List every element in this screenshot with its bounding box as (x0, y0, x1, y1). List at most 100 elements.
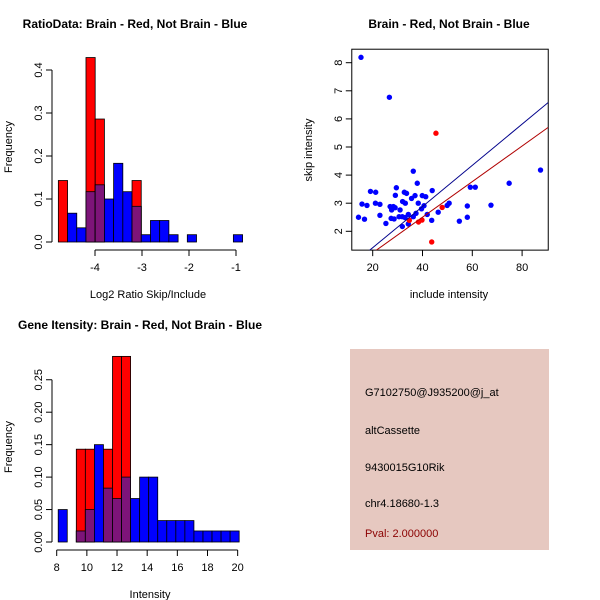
point-not-brain (367, 188, 374, 195)
bar-overlap (121, 476, 131, 543)
y-tick-label: 6 (333, 116, 345, 122)
intensity-histogram: 0.00 0.05 0.10 0.15 0.20 0.25 8 10 12 14 16 18 20 (33, 355, 244, 574)
bar-not-brain (159, 220, 170, 243)
plot-box (351, 48, 549, 251)
fit-lines (368, 102, 549, 251)
point-not-brain (388, 207, 395, 213)
point-not-brain (372, 200, 379, 206)
point-not-brain (488, 202, 494, 208)
point-not-brain (377, 212, 383, 218)
y-tick-label: 0.25 (33, 369, 45, 390)
intensity-chart-title: Gene Itensity: Brain - Red, Not Brain - … (18, 318, 262, 332)
bar-not-brain (211, 530, 222, 543)
bar-not-brain (113, 162, 124, 243)
point-brain (429, 239, 435, 245)
x-tick-label: -3 (137, 262, 147, 274)
fit-line-brain (375, 126, 549, 251)
event-type: altCassette (365, 425, 420, 437)
pval-text: Pval: 2.000000 (365, 528, 438, 540)
point-not-brain (410, 213, 416, 220)
x-tick-label: -4 (90, 262, 100, 274)
y-tick-label: 0.05 (33, 499, 45, 520)
y-tick-label: 0.20 (33, 401, 45, 422)
y-tick-label: 3 (333, 200, 345, 206)
x-tick-label: 18 (201, 562, 213, 574)
point-not-brain (355, 214, 362, 220)
bar-overlap (75, 530, 86, 543)
point-not-brain (393, 185, 400, 191)
x-tick-label: 80 (516, 262, 528, 274)
point-brain (439, 204, 445, 211)
bar-overlap (131, 205, 142, 243)
point-not-brain (399, 223, 406, 230)
intensity-x-label: Intensity (130, 589, 171, 600)
y-tick-label: 4 (333, 172, 345, 178)
bar-not-brain (232, 234, 243, 243)
bar-not-brain (175, 520, 186, 543)
gene-name: 9430015G10Rik (365, 462, 445, 474)
genomic-location: chr4.18680-1.3 (365, 498, 439, 510)
bar-not-brain (150, 220, 161, 243)
x-tick-label: 10 (81, 562, 93, 574)
bar-not-brain (186, 234, 197, 243)
point-not-brain (435, 209, 441, 215)
bar-not-brain (148, 476, 159, 543)
point-not-brain (392, 192, 399, 199)
point-not-brain (429, 187, 435, 194)
point-not-brain (464, 203, 471, 209)
bar-not-brain (168, 234, 179, 243)
bar-not-brain (67, 212, 78, 243)
x-tick-label: 14 (141, 562, 153, 574)
x-tick-label: -1 (231, 262, 241, 274)
y-tick-label: 0.2 (33, 148, 45, 163)
point-not-brain (506, 180, 512, 186)
x-tick-label: 16 (171, 562, 183, 574)
point-not-brain (464, 214, 471, 220)
point-not-brain (399, 198, 406, 205)
bar-not-brain (140, 234, 151, 243)
point-not-brain (397, 207, 403, 213)
bar-not-brain (166, 520, 177, 543)
point-not-brain (472, 184, 478, 190)
point-not-brain (444, 202, 450, 209)
bar-brain (57, 180, 68, 243)
y-tick-label: 0.10 (33, 466, 45, 487)
bar-not-brain (157, 520, 168, 543)
ratio-x-label: Log2 Ratio Skip/Include (90, 289, 206, 301)
point-not-brain (358, 54, 364, 61)
probe-id: G7102750@J935200@j_at (365, 387, 499, 399)
point-not-brain (418, 206, 425, 212)
point-not-brain (359, 201, 365, 207)
scatter-chart-title: Brain - Red, Not Brain - Blue (368, 17, 530, 31)
ratio-chart-title: RatioData: Brain - Red, Not Brain - Blue (23, 17, 248, 31)
point-not-brain (423, 194, 429, 200)
bar-not-brain (193, 530, 204, 543)
y-tick-label: 0.00 (33, 531, 45, 552)
fit-line-not-brain (368, 102, 549, 251)
x-tick-label: 60 (466, 262, 478, 274)
bar-overlap (112, 498, 122, 543)
point-brain (433, 130, 439, 136)
bar-overlap (85, 191, 96, 243)
y-tick-label: 5 (333, 144, 345, 150)
x-tick-label: 12 (111, 562, 123, 574)
bar-not-brain (76, 227, 87, 243)
bar-not-brain (104, 198, 115, 243)
ratio-y-label: Frequency (3, 121, 15, 173)
x-tick-label: 20 (232, 562, 244, 574)
y-tick-label: 8 (333, 60, 345, 66)
bar-not-brain (130, 498, 141, 543)
y-tick-label: 0.0 (33, 234, 45, 249)
y-tick-label: 0.1 (33, 191, 45, 206)
point-not-brain (383, 220, 389, 227)
point-not-brain (388, 215, 394, 222)
intensity-y-label: Frequency (3, 421, 15, 473)
y-tick-label: 2 (333, 228, 345, 234)
point-not-brain (414, 180, 420, 186)
y-tick-label: 7 (333, 88, 345, 94)
point-not-brain (410, 168, 416, 174)
point-not-brain (537, 167, 544, 173)
point-not-brain (467, 184, 474, 190)
point-not-brain (408, 195, 415, 202)
